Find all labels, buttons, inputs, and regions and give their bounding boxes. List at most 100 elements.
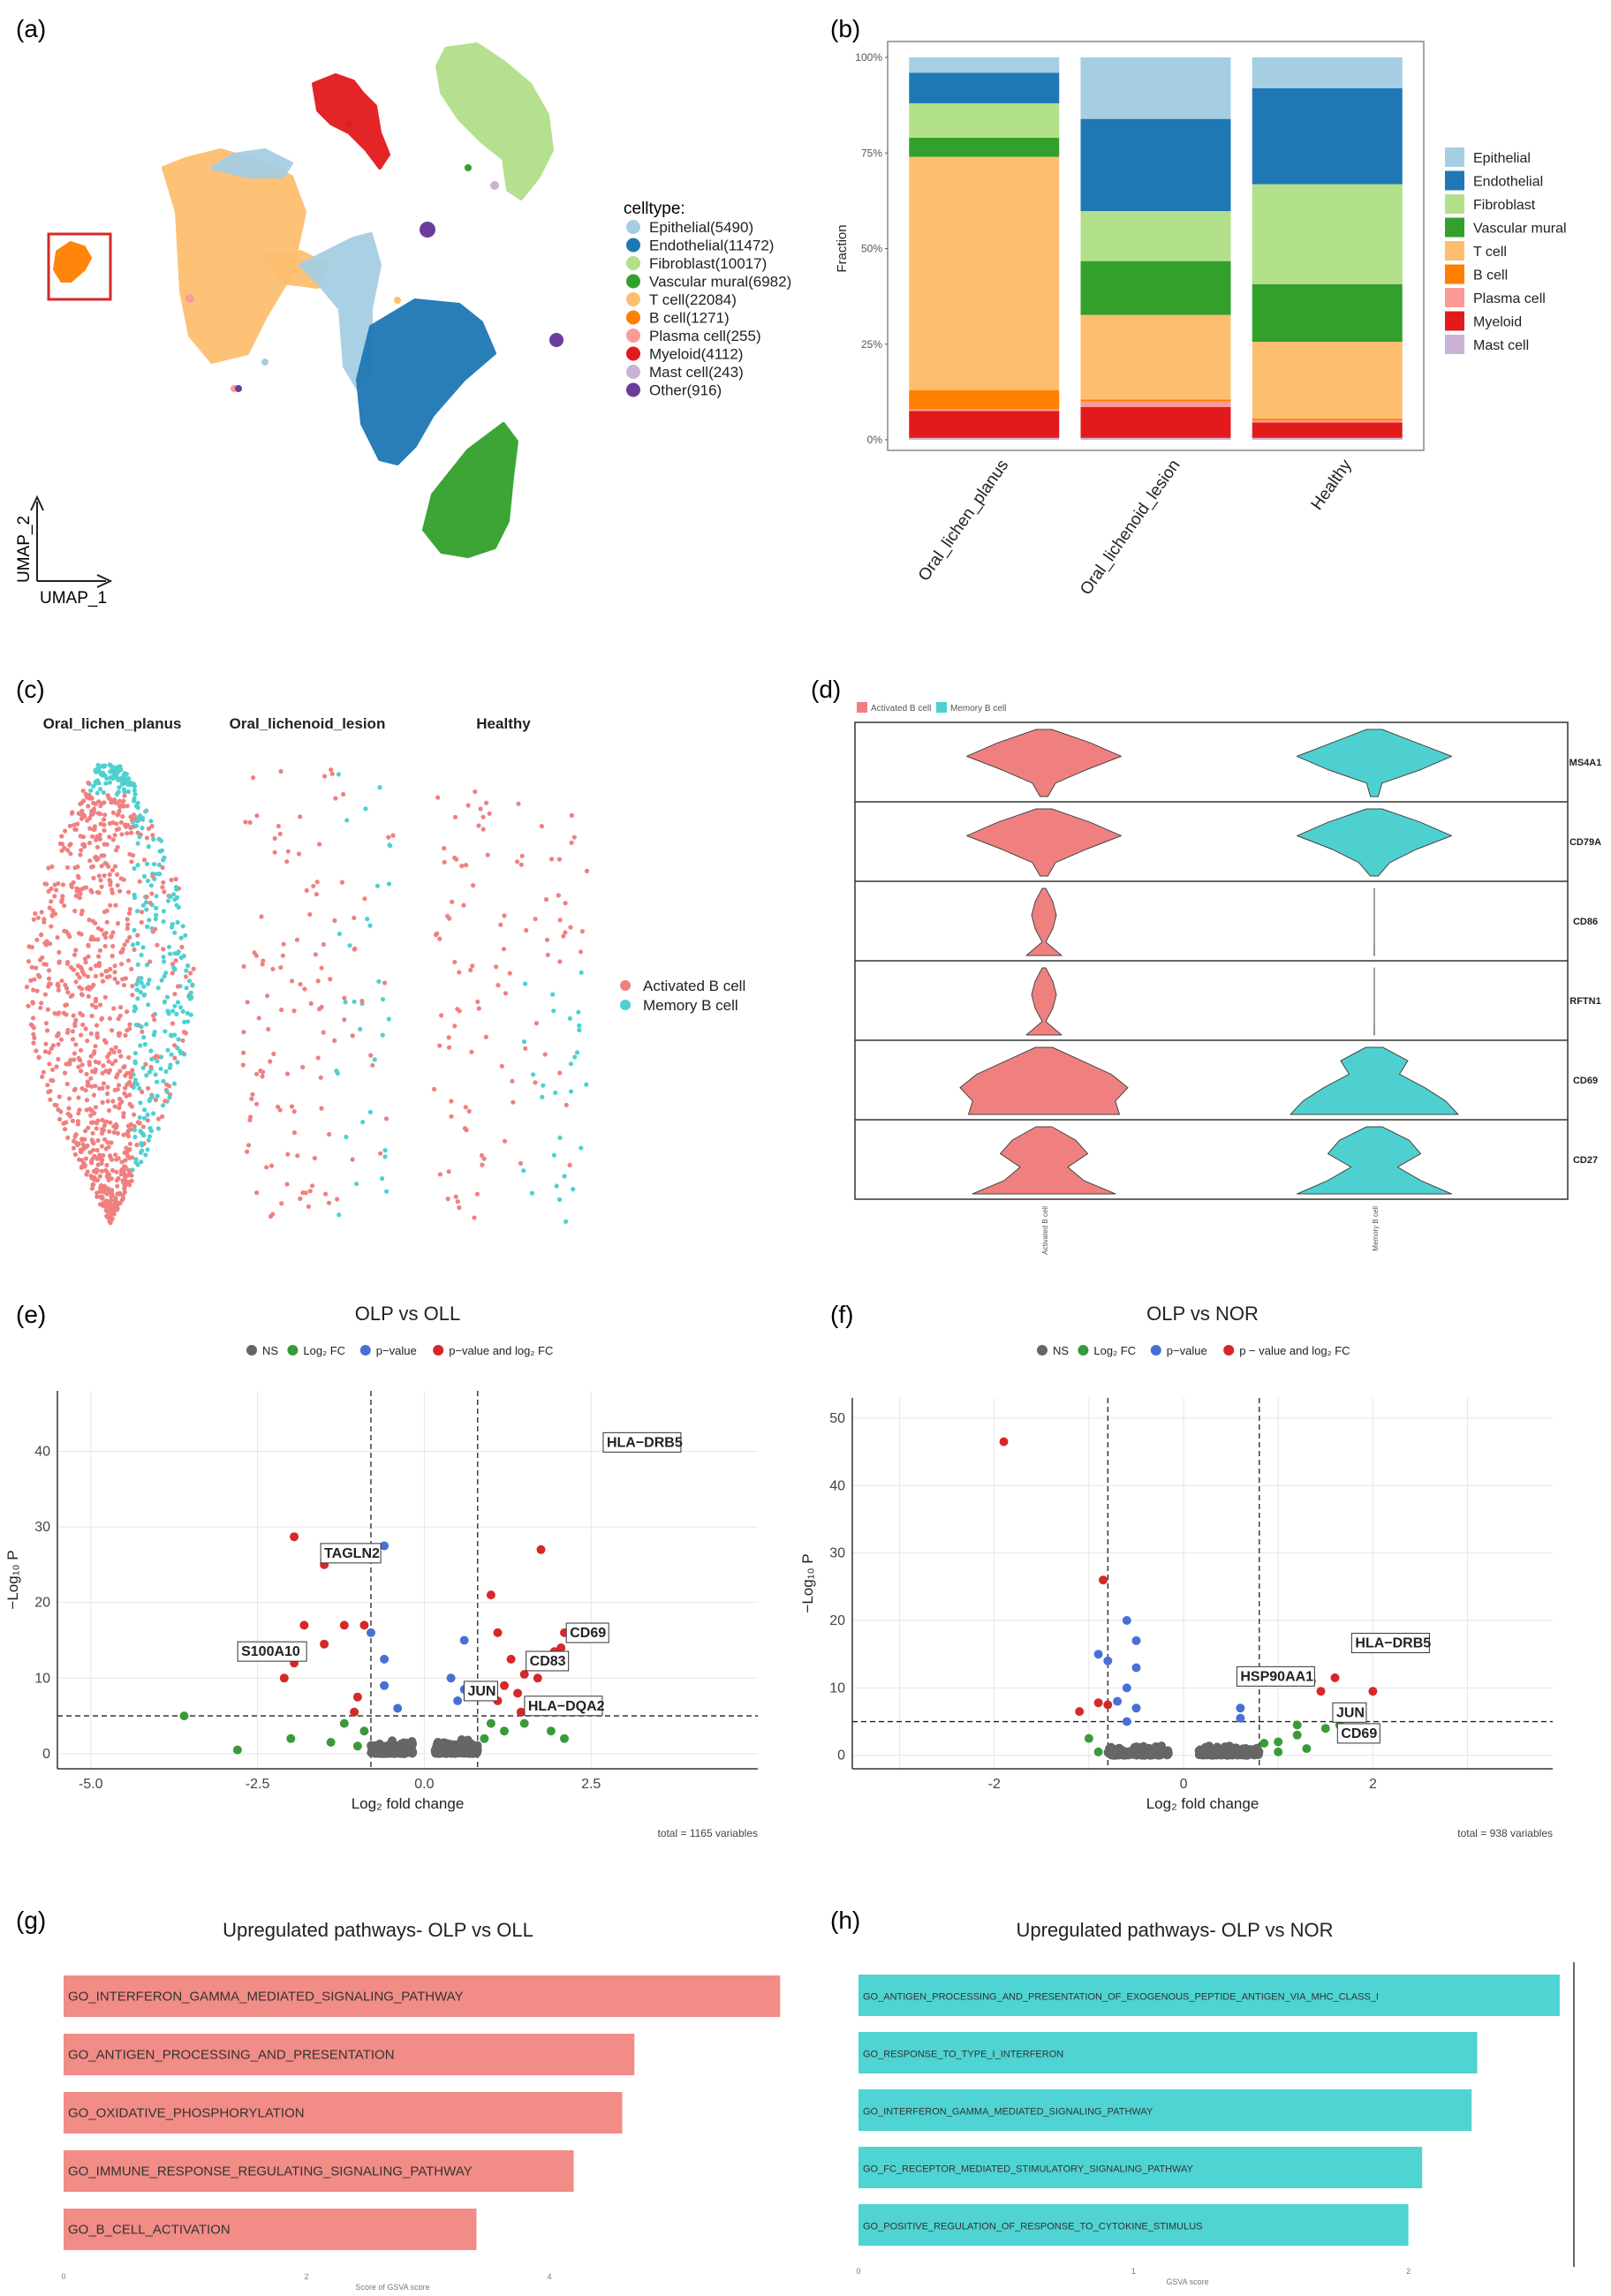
b-cell-point [178,1048,183,1054]
b-cell-point [83,1156,88,1161]
stacked-bar-segment [909,57,1060,73]
volcano-point-ns [394,1747,404,1756]
b-cell-point [352,915,357,920]
volcano-point-sig [299,1620,309,1630]
violin-gene-label: CD86 [1573,917,1598,927]
b-cell-point [76,1111,81,1116]
b-cell-point [112,833,117,838]
b-cell-point [578,949,584,955]
b-cell-point [108,1219,113,1224]
b-cell-point [123,1177,128,1183]
b-cell-point [143,1061,148,1067]
b-cell-point [70,1037,76,1042]
violin-shape [1290,1046,1459,1115]
volcano-point-sig [1093,1698,1103,1708]
volcano-point-ns [387,1747,397,1756]
b-cell-point [48,941,53,947]
b-cell-point [129,966,134,971]
b-cell-point [495,983,501,988]
b-cell-point [105,793,110,798]
b-cell-point [34,965,39,971]
volcano-gene-label-box [1236,1665,1315,1687]
b-cell-point [584,868,590,874]
b-cell-point [567,1016,573,1021]
b-cell-point [62,903,67,909]
b-cell-point [557,959,563,964]
b-cell-point [64,929,69,934]
b-cell-point [465,803,471,808]
b-cell-point [437,1172,442,1177]
scatter-legend-label: Activated B cell [643,978,745,994]
b-cell-point [168,894,173,900]
b-cell-point [57,1094,62,1099]
b-cell-point [302,986,307,992]
b-cell-point [180,1038,185,1043]
b-cell-point [175,1060,180,1065]
volcano-point-ns [372,1746,382,1756]
b-cell-point [140,1124,146,1129]
b-cell-point [89,1002,95,1008]
b-cell-point [449,1114,454,1119]
volcano-point-ns [457,1739,466,1748]
b-cell-point [341,791,346,797]
b-cell-point [311,883,316,888]
b-cell-point [105,1084,110,1090]
b-cell-point [100,763,105,768]
b-cell-point [82,844,87,850]
b-cell-point [79,1062,85,1068]
b-cell-point [54,1103,59,1108]
volcano-point-ns [1207,1750,1216,1759]
b-cell-point [148,1129,154,1134]
b-cell-point [140,910,145,915]
volcano-gene-label: CD69 [570,1626,606,1641]
b-cell-point [307,1189,313,1194]
b-cell-point [260,962,265,967]
b-cell-point [113,1152,118,1158]
b-cell-point [69,884,75,890]
b-cell-point [57,1010,62,1016]
b-cell-point [455,1007,460,1012]
volcano-point-sig [1368,1687,1378,1696]
stacked-legend-label: Mast cell [1473,338,1529,353]
b-cell-point [101,770,106,775]
b-cell-point [544,937,550,942]
umap-cluster-fibroblast [435,42,554,200]
b-cell-point [106,1059,111,1064]
b-cell-point [128,782,133,788]
b-cell-point [103,1069,109,1074]
b-cell-point [166,944,172,949]
b-cell-point [332,918,337,924]
volcano-y-tick: 0 [837,1748,845,1764]
b-cell-point [128,1122,133,1127]
legend-swatch-vascular [626,274,640,289]
violin-gene-label: MS4A1 [1569,758,1602,768]
b-cell-point [85,1169,90,1174]
b-cell-point [102,827,107,834]
b-cell-point [376,978,382,984]
b-cell-point [132,1061,138,1066]
b-cell-point [494,964,499,970]
volcano-point-ns [1104,1748,1114,1756]
b-cell-point [127,907,132,912]
volcano-point-pval [1113,1696,1123,1706]
b-cell-point [319,1106,324,1111]
b-cell-point [44,939,49,944]
b-cell-point [52,894,57,899]
b-cell-point [449,1099,454,1104]
b-cell-point [123,976,128,981]
volcano-y-label: −Log₁₀ P [4,1550,21,1609]
stacked-bar-segment [1252,420,1403,423]
b-cell-point [71,1013,76,1018]
b-cell-point [347,943,352,948]
b-cell-point [107,1016,112,1021]
b-cell-point [65,1135,71,1140]
b-cell-point [78,1058,83,1063]
pathway-olp-nor-panel: Upregulated pathways- OLP vs NOR GO_ANTIG… [856,1919,1575,2286]
b-cell-point [167,1065,172,1070]
b-cell-point [75,971,80,977]
b-cell-point [111,1129,117,1135]
volcano-point-ns [447,1743,457,1753]
b-cell-point [109,1190,115,1195]
b-cell-point [577,1023,582,1028]
